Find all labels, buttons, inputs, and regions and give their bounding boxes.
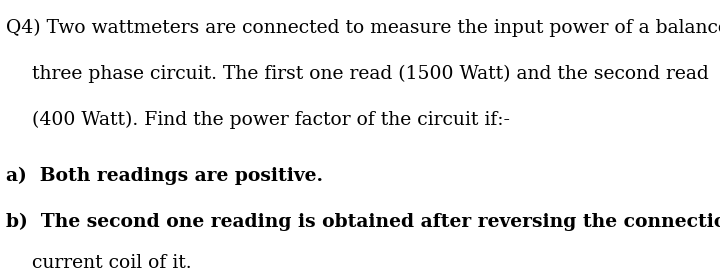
Text: Q4) Two wattmeters are connected to measure the input power of a balance: Q4) Two wattmeters are connected to meas… — [6, 19, 720, 37]
Text: three phase circuit. The first one read (1500 Watt) and the second read: three phase circuit. The first one read … — [32, 65, 708, 83]
Text: current coil of it.: current coil of it. — [32, 254, 192, 271]
Text: a)  Both readings are positive.: a) Both readings are positive. — [6, 167, 323, 185]
Text: (400 Watt). Find the power factor of the circuit if:-: (400 Watt). Find the power factor of the… — [32, 111, 510, 129]
Text: b)  The second one reading is obtained after reversing the connection of the: b) The second one reading is obtained af… — [6, 213, 720, 231]
